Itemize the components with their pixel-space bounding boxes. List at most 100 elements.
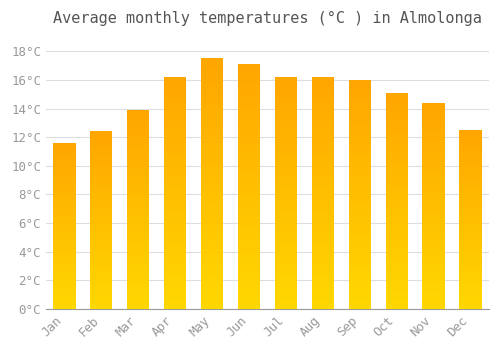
Bar [422,191,444,194]
Bar [422,231,444,233]
Bar [201,246,223,249]
Bar [275,256,297,258]
Bar [238,160,260,162]
Bar [312,100,334,103]
Bar [127,178,150,180]
Bar [54,146,76,148]
Bar [90,286,112,288]
Bar [164,200,186,202]
Bar [90,227,112,229]
Bar [201,116,223,119]
Bar [460,150,481,152]
Bar [54,174,76,176]
Bar [348,107,371,110]
Bar [386,218,407,220]
Bar [312,135,334,137]
Bar [238,167,260,169]
Bar [460,216,481,218]
Bar [312,186,334,188]
Bar [164,93,186,96]
Bar [54,261,76,262]
Bar [422,156,444,159]
Bar [422,105,444,107]
Bar [422,167,444,169]
Bar [164,158,186,161]
Bar [312,96,334,98]
Bar [348,270,371,272]
Bar [348,210,371,213]
Bar [90,135,112,137]
Bar [127,170,150,172]
Bar [275,79,297,82]
Bar [54,247,76,249]
Bar [90,277,112,279]
Bar [164,103,186,105]
Bar [164,304,186,307]
Bar [312,119,334,121]
Bar [201,189,223,191]
Bar [348,219,371,222]
Bar [201,259,223,261]
Bar [54,246,76,247]
Bar [164,112,186,114]
Bar [164,188,186,191]
Bar [386,136,407,138]
Bar [312,93,334,96]
Bar [201,146,223,149]
Bar [348,188,371,190]
Bar [312,211,334,214]
Bar [127,273,150,275]
Bar [460,293,481,295]
Bar [201,236,223,239]
Bar [127,208,150,209]
Bar [422,154,444,156]
Bar [422,134,444,136]
Bar [164,298,186,300]
Bar [386,242,407,244]
Bar [275,124,297,126]
Bar [348,233,371,236]
Bar [422,202,444,204]
Bar [90,282,112,284]
Bar [386,289,407,292]
Bar [164,262,186,265]
Bar [460,300,481,302]
Bar [201,134,223,136]
Bar [238,123,260,125]
Bar [238,211,260,213]
Bar [275,170,297,172]
Bar [275,135,297,137]
Bar [90,306,112,307]
Bar [348,100,371,103]
Bar [422,296,444,299]
Bar [238,142,260,145]
Bar [348,160,371,162]
Bar [238,240,260,243]
Bar [54,173,76,174]
Bar [275,281,297,284]
Bar [348,103,371,105]
Bar [238,221,260,223]
Bar [386,253,407,255]
Bar [386,229,407,231]
Bar [164,128,186,131]
Bar [90,245,112,247]
Bar [422,303,444,305]
Bar [422,171,444,173]
Bar [386,225,407,227]
Bar [90,259,112,261]
Bar [164,181,186,184]
Bar [386,287,407,289]
Bar [238,169,260,172]
Bar [312,298,334,300]
Bar [90,256,112,258]
Bar [386,164,407,166]
Bar [201,96,223,99]
Bar [275,265,297,267]
Bar [312,142,334,144]
Bar [460,153,481,155]
Bar [90,236,112,238]
Bar [312,112,334,114]
Bar [460,261,481,262]
Bar [238,64,260,66]
